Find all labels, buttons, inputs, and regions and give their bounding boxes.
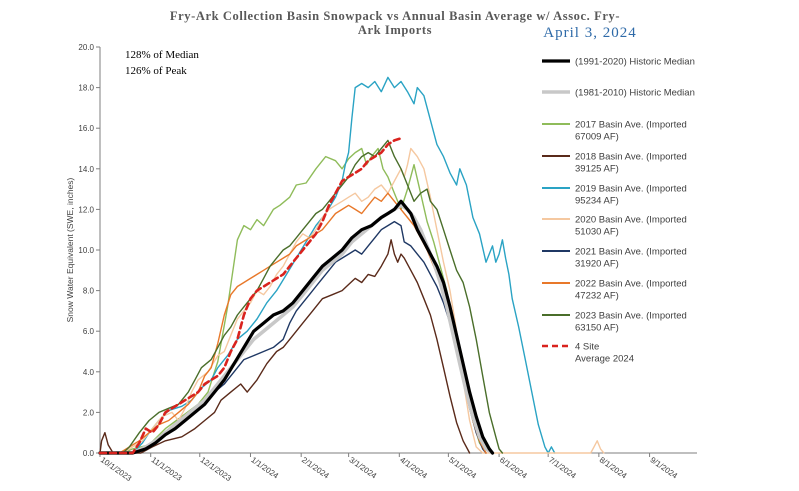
y-tick-label: 4.0: [83, 368, 95, 377]
x-tick-label: 1/1/2024: [249, 455, 280, 481]
x-tick-label: 5/1/2024: [447, 455, 478, 481]
legend-label-0: 2017 Basin Ave. (Imported: [575, 120, 687, 131]
x-tick-label: 3/1/2024: [347, 455, 378, 481]
series-line-9: [98, 137, 403, 455]
legend-label-7: (1981-2010) Historic Median: [575, 88, 695, 99]
legend-label-1: 2018 Basin Ave. (Imported: [575, 152, 687, 163]
x-tick-label: 9/1/2024: [648, 455, 679, 481]
legend-label-6: 63150 AF): [575, 323, 619, 334]
legend-label-4: 31920 AF): [575, 259, 619, 270]
legend-label-9: Average 2024: [575, 354, 634, 365]
annotation-peak: 126% of Peak: [125, 65, 187, 77]
series-line-2: [99, 76, 556, 454]
series-line-3: [99, 147, 605, 454]
series-line-0: [99, 147, 487, 454]
y-tick-label: 12.0: [78, 205, 94, 214]
series-line-6: [99, 139, 504, 454]
y-tick-label: 0.0: [83, 449, 95, 458]
x-tick-label: 4/1/2024: [398, 455, 429, 481]
x-tick-label: 2/1/2024: [300, 455, 331, 481]
legend-label-2: 2019 Basin Ave. (Imported: [575, 184, 687, 195]
series-line-8: [98, 199, 495, 455]
series-line-7: [98, 203, 495, 455]
legend-label-1: 39125 AF): [575, 164, 619, 175]
y-tick-label: 18.0: [78, 84, 94, 93]
legend-label-3: 51030 AF): [575, 227, 619, 238]
y-axis-label: Snow Water Equivalent (SWE, inches): [65, 177, 75, 322]
x-tick-label: 8/1/2024: [598, 455, 629, 481]
x-tick-label: 12/1/2023: [199, 455, 234, 483]
legend-label-5: 47232 AF): [575, 291, 619, 302]
legend-label-8: (1991-2020) Historic Median: [575, 57, 695, 68]
legend-label-9: 4 Site: [575, 342, 599, 353]
x-tick-label: 7/1/2024: [547, 455, 578, 481]
y-tick-label: 20.0: [78, 43, 94, 52]
x-tick-label: 6/1/2024: [498, 455, 529, 481]
y-tick-label: 6.0: [83, 327, 95, 336]
annotation-median: 128% of Median: [125, 49, 199, 61]
y-tick-label: 10.0: [78, 246, 94, 255]
legend-label-5: 2022 Basin Ave. (Imported: [575, 279, 687, 290]
y-tick-label: 2.0: [83, 408, 95, 417]
y-tick-label: 16.0: [78, 124, 94, 133]
y-tick-label: 8.0: [83, 287, 95, 296]
legend-label-2: 95234 AF): [575, 196, 619, 207]
y-tick-label: 14.0: [78, 165, 94, 174]
chart-title-line1: Fry-Ark Collection Basin Snowpack vs Ann…: [170, 9, 620, 23]
series-line-4: [99, 220, 487, 454]
legend-label-0: 67009 AF): [575, 132, 619, 143]
series-line-1: [99, 239, 471, 454]
x-tick-label: 10/1/2023: [99, 455, 134, 483]
series-layer: [98, 76, 605, 455]
chart-date: April 3, 2024: [543, 25, 636, 41]
legend-label-4: 2021 Basin Ave. (Imported: [575, 247, 687, 258]
legend-label-6: 2023 Basin Ave. (Imported: [575, 311, 687, 322]
x-tick-label: 11/1/2023: [150, 455, 184, 483]
legend-label-3: 2020 Basin Ave. (Imported: [575, 215, 687, 226]
legend: (1991-2020) Historic Median (1981-2010) H…: [542, 57, 695, 365]
chart-title-line2: Ark Imports: [358, 23, 432, 37]
